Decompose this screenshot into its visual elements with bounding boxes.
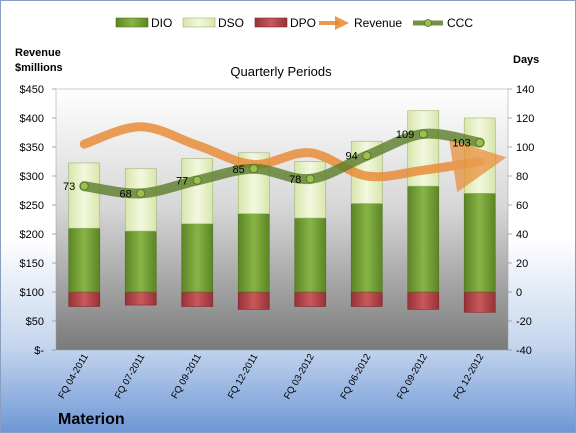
dio-bar	[124, 230, 157, 293]
left-axis-title-line1: Revenue	[15, 47, 61, 59]
ccc-data-label: 73	[63, 181, 75, 193]
legend-revenue-label: Revenue	[354, 16, 402, 30]
ccc-data-label: 109	[396, 129, 414, 141]
ccc-point	[192, 175, 202, 185]
overlay-group: 73 68 77 85 78 94 109 103	[63, 122, 507, 200]
category-label: FQ 09-2012	[395, 352, 430, 401]
left-axis-tick-label: $100	[20, 287, 44, 299]
chart-title: Quarterly Periods	[230, 64, 332, 79]
right-axis-tick-label: 0	[516, 287, 522, 299]
left-axis-tick-label: $250	[20, 200, 44, 212]
dio-bar	[237, 213, 270, 293]
dio-bar	[68, 227, 101, 293]
category-label: FQ 09-2011	[169, 352, 204, 401]
left-axis-tick-label: $300	[20, 171, 44, 183]
ccc-point	[362, 151, 372, 161]
category-label: FQ 12-2012	[451, 352, 486, 401]
category-label: FQ 06-2012	[338, 352, 373, 401]
right-axis-tick-label: 140	[516, 84, 534, 96]
ccc-data-label: 77	[176, 175, 188, 187]
ccc-point	[305, 174, 315, 184]
ccc-point	[79, 181, 89, 191]
legend-ccc-label: CCC	[447, 16, 473, 30]
ccc-line	[79, 128, 485, 199]
category-label: FQ 03-2012	[282, 352, 317, 401]
ccc-data-label: 103	[452, 138, 470, 150]
dso-bar	[463, 117, 496, 194]
dpo-bar	[350, 291, 383, 307]
left-axis-tick-label: $-	[34, 345, 44, 357]
legend-dpo-swatch	[254, 17, 288, 28]
left-axis-title-line2: $millions	[15, 62, 63, 74]
dso-bar	[124, 168, 157, 232]
category-label: FQ 12-2011	[226, 352, 261, 401]
legend-revenue-arrow-icon	[319, 16, 349, 30]
dpo-bar	[294, 291, 327, 307]
right-axis-tick-label: 40	[516, 229, 528, 241]
legend-dso-label: DSO	[218, 16, 244, 30]
dso-bar	[294, 161, 327, 219]
revenue-line	[79, 122, 507, 193]
right-axis-tick-label: -20	[516, 316, 532, 328]
dio-bar	[350, 203, 383, 293]
left-axis-tick-label: $200	[20, 229, 44, 241]
dso-bar	[68, 162, 101, 229]
ccc-data-label: 68	[120, 188, 132, 200]
dso-bar	[181, 158, 214, 225]
left-axis-tick-label: $350	[20, 142, 44, 154]
dpo-bar	[463, 291, 496, 313]
dpo-bar	[237, 291, 270, 310]
legend-dso-swatch	[182, 17, 216, 28]
right-axis-tick-label: 80	[516, 171, 528, 183]
ccc-data-label: 94	[346, 151, 358, 163]
right-axis-tick-label: -40	[516, 345, 532, 357]
dpo-bar	[181, 291, 214, 307]
left-axis-tick-label: $50	[26, 316, 44, 328]
dpo-bar	[68, 291, 101, 307]
right-axis-tick-label: 100	[516, 142, 534, 154]
chart-legend: DIO DSO DPO Revenue CCC	[115, 16, 473, 30]
dio-bar	[407, 185, 440, 293]
right-axis-tick-label: 20	[516, 258, 528, 270]
legend-dpo-label: DPO	[290, 16, 316, 30]
dpo-bar	[124, 291, 157, 306]
ccc-point	[249, 164, 259, 174]
category-label: FQ 04-2011	[56, 352, 91, 401]
left-axis-tick-label: $450	[20, 84, 44, 96]
ccc-data-label: 85	[233, 164, 245, 176]
ccc-point	[418, 129, 428, 139]
dio-bar	[294, 217, 327, 293]
dio-bar	[181, 223, 214, 293]
company-name: Materion	[58, 411, 125, 428]
legend-ccc-line-icon	[413, 19, 443, 27]
legend-dio-swatch	[115, 17, 149, 28]
left-axis-tick-label: $150	[20, 258, 44, 270]
legend-dio-label: DIO	[151, 16, 172, 30]
right-axis-tick-label: 120	[516, 113, 534, 125]
ccc-data-label: 78	[289, 174, 301, 186]
left-axis-tick-label: $400	[20, 113, 44, 125]
right-axis-tick-label: 60	[516, 200, 528, 212]
ccc-point	[136, 188, 146, 198]
right-axis-title: Days	[513, 54, 539, 66]
dio-bar	[463, 193, 496, 293]
category-label: FQ 07-2011	[113, 352, 148, 401]
dpo-bar	[407, 291, 440, 310]
ccc-point	[475, 138, 485, 148]
